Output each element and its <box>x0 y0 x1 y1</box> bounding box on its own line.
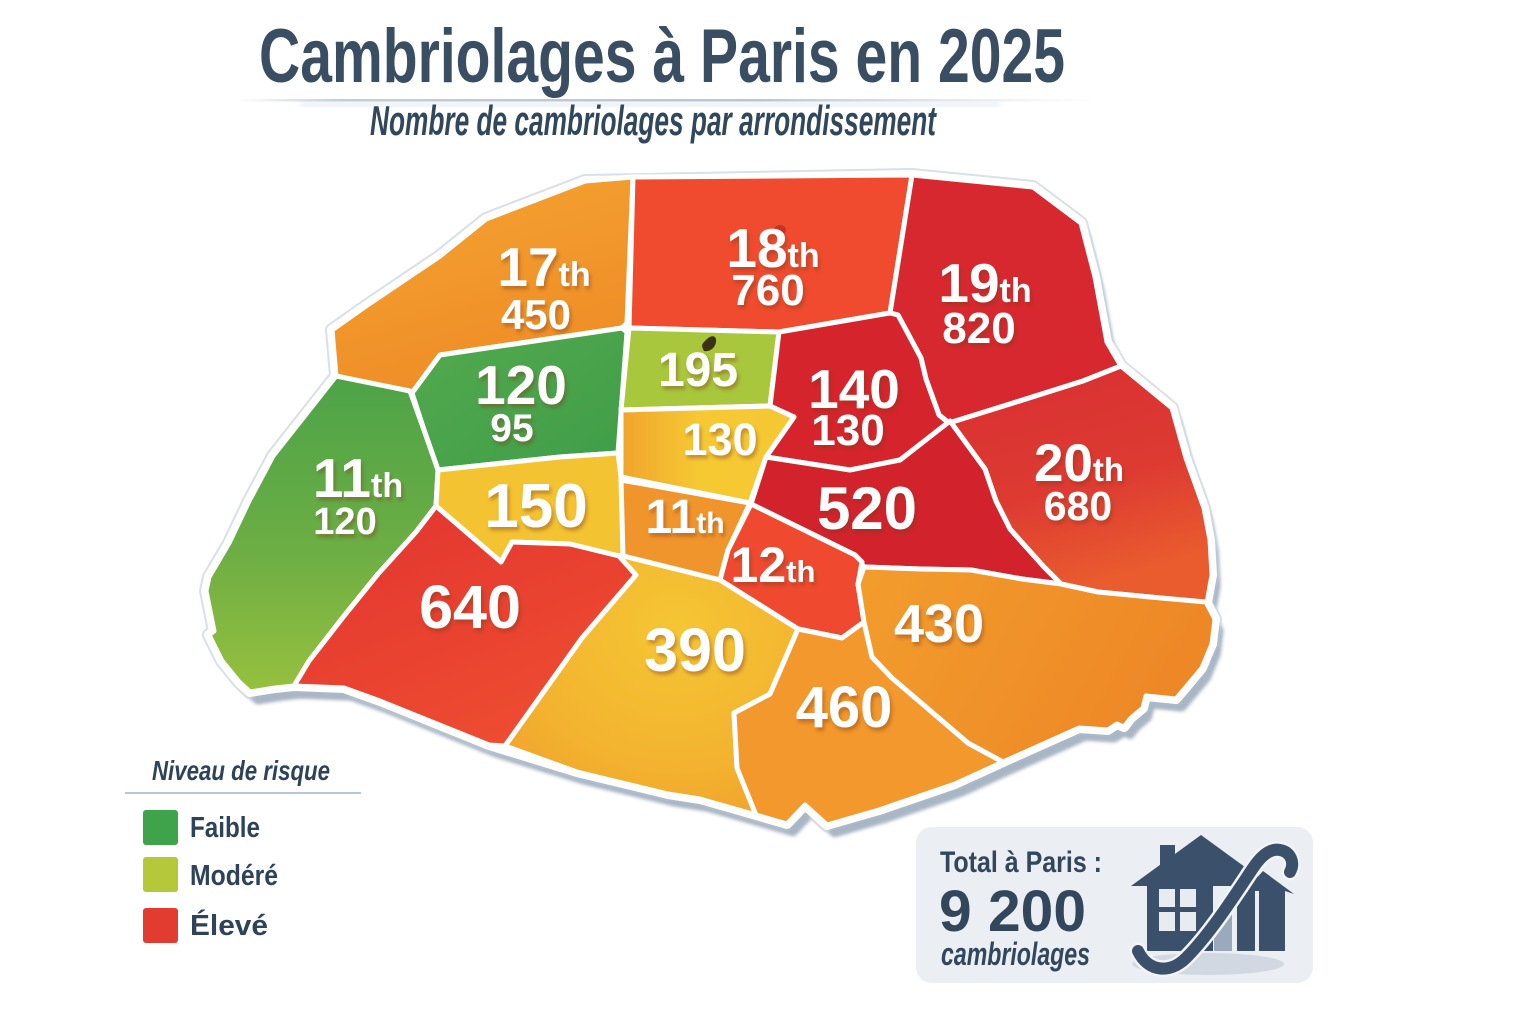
svg-text:195: 195 <box>658 344 738 397</box>
svg-text:95: 95 <box>490 407 533 450</box>
svg-text:450: 450 <box>501 291 571 338</box>
svg-text:460: 460 <box>796 675 893 740</box>
svg-text:680: 680 <box>1044 483 1112 529</box>
svg-text:130: 130 <box>682 414 757 465</box>
svg-text:9 200: 9 200 <box>939 879 1086 944</box>
svg-text:Cambriolages à Paris en 2025: Cambriolages à Paris en 2025 <box>259 14 1065 99</box>
svg-text:140: 140 <box>808 358 900 420</box>
svg-text:Nombre de cambriolages par arr: Nombre de cambriolages par arrondissemen… <box>370 97 937 144</box>
svg-text:130: 130 <box>811 406 884 455</box>
svg-text:cambriolages: cambriolages <box>941 936 1090 972</box>
svg-text:120: 120 <box>313 501 376 543</box>
svg-text:20th: 20th <box>1034 434 1124 493</box>
svg-text:150: 150 <box>484 472 587 541</box>
svg-text:430: 430 <box>894 594 984 654</box>
svg-text:390: 390 <box>644 616 746 684</box>
svg-text:640: 640 <box>419 573 521 641</box>
svg-text:Total à Paris :: Total à Paris : <box>940 846 1102 879</box>
svg-text:520: 520 <box>817 475 917 542</box>
svg-text:Faible: Faible <box>190 812 260 844</box>
svg-text:Modéré: Modéré <box>190 860 278 892</box>
svg-text:18th: 18th <box>726 217 819 279</box>
svg-text:760: 760 <box>731 266 804 315</box>
svg-text:Niveau de risque: Niveau de risque <box>152 755 330 786</box>
svg-text:120: 120 <box>475 354 567 416</box>
svg-text:Élevé: Élevé <box>190 908 268 942</box>
svg-text:820: 820 <box>942 304 1015 353</box>
